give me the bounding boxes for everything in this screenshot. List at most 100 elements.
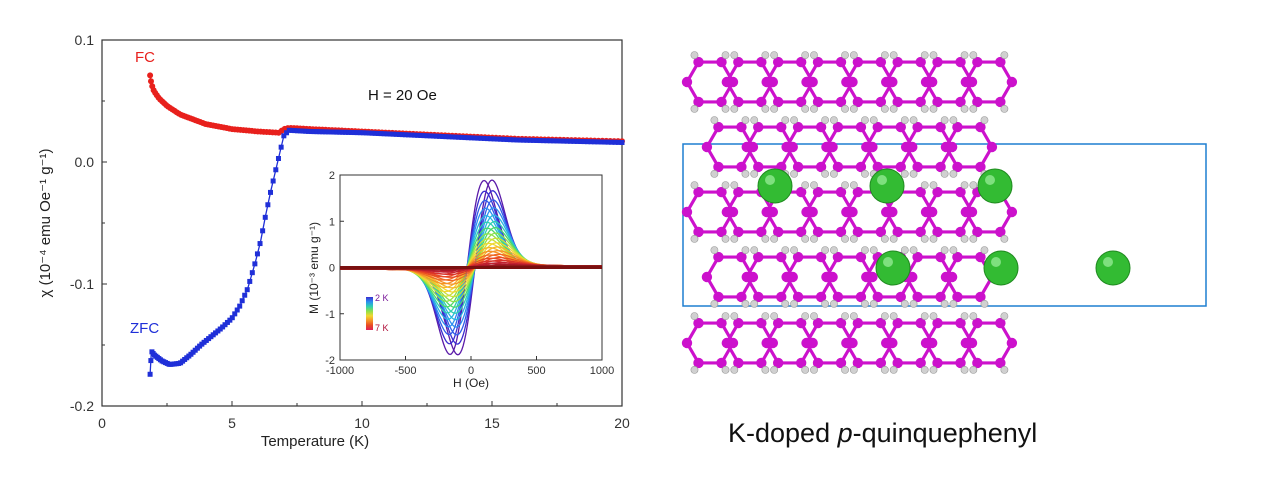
- caption-suffix: -quinquephenyl: [852, 418, 1038, 448]
- hydrogen-atom: [801, 181, 810, 190]
- carbon-atom: [772, 357, 784, 369]
- carbon-atom: [835, 56, 847, 68]
- zfc-point: [443, 134, 449, 140]
- hydrogen-atom: [880, 234, 889, 243]
- hydrogen-atom: [690, 51, 699, 60]
- zfc-point: [334, 129, 340, 135]
- carbon-atom: [756, 357, 767, 369]
- carbon-atom: [733, 56, 744, 68]
- carbon-atom: [852, 186, 864, 198]
- zfc-point: [270, 178, 276, 184]
- carbon-atom: [952, 121, 963, 133]
- zfc-point: [462, 135, 468, 141]
- hydrogen-atom: [940, 116, 949, 125]
- carbon-atom: [895, 121, 906, 133]
- hydrogen-atom: [741, 299, 750, 308]
- carbon-atom: [861, 141, 872, 153]
- carbon-atom: [972, 317, 983, 329]
- zfc-point: [384, 131, 390, 137]
- hydrogen-atom: [721, 181, 730, 190]
- zfc-point: [478, 135, 484, 141]
- hydrogen-atom: [730, 51, 739, 60]
- hydrogen-atom: [790, 169, 798, 178]
- hydrogen-atom: [980, 116, 989, 125]
- potassium-atom: [977, 168, 1013, 204]
- zfc-point: [571, 138, 577, 144]
- inset-x-tick-label: -1000: [326, 365, 354, 377]
- carbon-atom: [932, 186, 943, 198]
- hydrogen-atom: [889, 365, 898, 374]
- zfc-point: [507, 137, 513, 143]
- zfc-point: [402, 132, 408, 138]
- hydrogen-atom: [940, 299, 949, 308]
- zfc-point: [396, 131, 402, 137]
- carbon-atom: [915, 186, 926, 198]
- carbon-atom: [986, 141, 998, 153]
- carbon-atom: [835, 226, 847, 238]
- hydrogen-atom: [770, 51, 779, 60]
- hydrogen-atom: [710, 169, 719, 178]
- hydrogen-atom: [960, 312, 969, 321]
- carbon-atom: [693, 226, 704, 238]
- hydrogen-atom: [880, 365, 889, 374]
- carbon-atom: [915, 226, 926, 238]
- hydrogen-atom: [929, 104, 938, 113]
- hydrogen-atom: [690, 312, 699, 321]
- potassium-highlight: [991, 257, 1001, 267]
- carbon-atom: [795, 186, 807, 198]
- inset-x-tick-label: -500: [394, 365, 416, 377]
- carbon-atom: [795, 96, 807, 108]
- carbon-atom: [693, 96, 704, 108]
- zfc-point: [325, 129, 331, 135]
- carbon-atom: [880, 206, 892, 218]
- hydrogen-atom: [909, 169, 918, 178]
- y-tick-label: -0.1: [70, 276, 94, 292]
- carbon-atom: [875, 357, 887, 369]
- carbon-atom: [932, 56, 943, 68]
- carbon-atom: [995, 96, 1006, 108]
- molecule-atoms: [681, 51, 1131, 374]
- carbon-atom: [952, 251, 963, 263]
- carbon-atom: [812, 317, 824, 329]
- zfc-point: [286, 127, 292, 133]
- carbon-atom: [821, 141, 832, 153]
- carbon-atom: [995, 357, 1006, 369]
- carbon-atom: [841, 76, 852, 88]
- hydrogen-atom: [781, 299, 790, 308]
- carbon-atom: [772, 56, 784, 68]
- colorbar-top-label: 2 K: [375, 293, 389, 303]
- zfc-point: [612, 139, 618, 145]
- carbon-atom: [812, 226, 824, 238]
- zfc-point: [551, 138, 557, 144]
- zfc-point: [524, 137, 530, 143]
- carbon-atom: [693, 357, 704, 369]
- zfc-point: [485, 136, 491, 142]
- hydrogen-atom: [960, 365, 969, 374]
- hydrogen-atom: [969, 365, 978, 374]
- zfc-point: [602, 139, 608, 145]
- carbon-atom: [972, 96, 983, 108]
- zfc-point: [306, 128, 312, 134]
- zfc-point: [357, 130, 363, 136]
- carbon-atom: [920, 76, 932, 88]
- carbon-atom: [721, 337, 733, 349]
- hydrogen-atom: [761, 104, 770, 113]
- zfc-point: [585, 139, 591, 145]
- inset-axes: -1000 -500 0 500 1000 2 1 0 -1 -2: [325, 170, 614, 377]
- carbon-atom: [952, 291, 963, 303]
- zfc-point: [521, 137, 527, 143]
- hydrogen-atom: [741, 116, 750, 125]
- carbon-atom: [741, 271, 752, 283]
- carbon-atom: [960, 76, 972, 88]
- carbon-atom: [812, 56, 824, 68]
- zfc-point: [616, 139, 622, 145]
- y-tick-label: -0.2: [70, 398, 94, 414]
- hydrogen-atom: [929, 51, 938, 60]
- zfc-point: [393, 131, 399, 137]
- carbon-atom: [841, 206, 852, 218]
- hydrogen-atom: [821, 169, 830, 178]
- carbon-atom: [801, 337, 812, 349]
- zfc-point: [303, 128, 309, 134]
- carbon-atom: [701, 271, 713, 283]
- hydrogen-atom: [869, 299, 878, 308]
